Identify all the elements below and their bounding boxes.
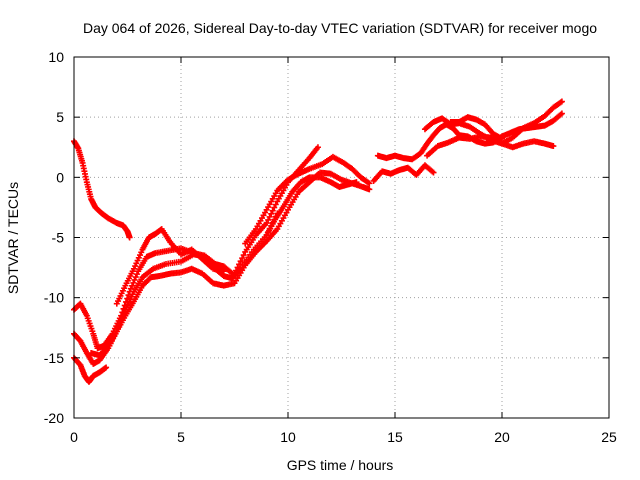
data-point <box>125 292 132 299</box>
series-arc-6 <box>113 226 227 307</box>
data-point <box>266 213 273 220</box>
data-point <box>269 207 276 214</box>
y-tick-label: -5 <box>52 230 65 246</box>
data-point <box>499 135 505 142</box>
x-axis-label: GPS time / hours <box>287 457 394 473</box>
y-tick-label: 10 <box>48 49 64 65</box>
data-point <box>550 143 557 150</box>
data-series <box>71 98 565 385</box>
data-point <box>366 180 373 187</box>
y-tick-label: 0 <box>56 169 64 185</box>
data-point <box>236 261 243 268</box>
data-point <box>272 201 279 208</box>
data-point <box>237 258 244 265</box>
x-tick-label: 5 <box>177 429 185 445</box>
axis-ticks: 0 5 10 15 20 25 -20 -15 -10 -5 0 5 10 <box>44 49 617 445</box>
x-tick-label: 25 <box>601 429 617 445</box>
data-point <box>234 264 241 271</box>
y-tick-label: -20 <box>44 410 64 426</box>
data-point <box>220 268 227 275</box>
y-tick-label: 5 <box>56 109 64 125</box>
data-point <box>366 186 373 193</box>
data-point <box>240 252 247 259</box>
data-point <box>314 144 321 151</box>
data-point <box>430 169 437 176</box>
x-tick-label: 20 <box>494 429 510 445</box>
data-point <box>233 267 240 274</box>
data-point <box>263 220 270 227</box>
y-axis-label: SDTVAR / TECUs <box>5 182 21 294</box>
x-tick-label: 0 <box>70 429 78 445</box>
data-point <box>558 98 565 105</box>
y-tick-label: -10 <box>44 290 64 306</box>
data-point <box>268 210 275 217</box>
series-arc-4 <box>71 354 110 385</box>
series-arc-9 <box>263 174 360 239</box>
data-point <box>265 216 272 223</box>
series-arc-13 <box>421 98 565 147</box>
data-point <box>353 179 360 186</box>
data-point <box>103 364 110 371</box>
data-point <box>558 110 565 117</box>
data-point <box>271 204 278 211</box>
y-tick-label: -15 <box>44 350 64 366</box>
series-arc-10 <box>370 162 437 184</box>
grid-lines <box>74 57 609 418</box>
chart-title: Day 064 of 2026, Sidereal Day-to-day VTE… <box>83 20 597 36</box>
data-point <box>126 234 133 241</box>
series-arc-1 <box>71 138 133 241</box>
x-tick-label: 10 <box>280 429 296 445</box>
data-point <box>124 295 131 302</box>
data-point <box>231 270 238 277</box>
data-point <box>239 255 246 262</box>
series-arc-8 <box>242 153 373 247</box>
x-tick-label: 15 <box>387 429 403 445</box>
series-arc-14 <box>447 114 505 142</box>
